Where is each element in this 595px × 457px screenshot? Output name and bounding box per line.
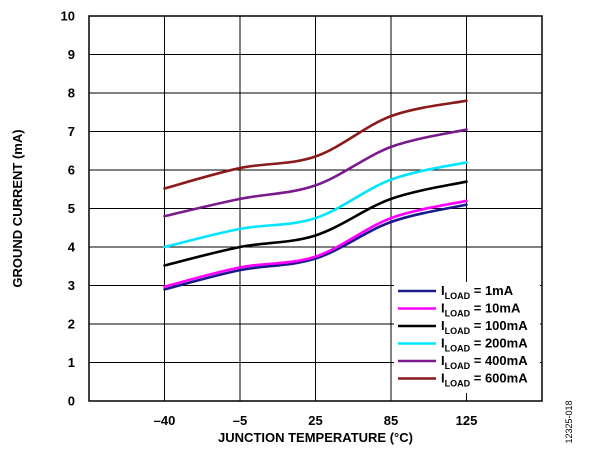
- x-tick-label: 125: [456, 413, 478, 428]
- legend-symbol: I: [441, 353, 445, 368]
- tick-labels: 0 1 2 3 4 5 6 7 8 9 10 –40 –5 25 85 125: [61, 9, 478, 429]
- series-line-4: [163, 128, 468, 218]
- figure-id: 12325-018: [564, 400, 574, 443]
- y-tick-label: 2: [68, 317, 75, 332]
- legend-symbol: I: [441, 336, 445, 351]
- legend-subscript: LOAD: [445, 309, 471, 319]
- legend-symbol: I: [441, 371, 445, 386]
- legend-entry-3: ILOAD = 200mA: [441, 336, 528, 354]
- x-tick-label: –5: [233, 413, 247, 428]
- legend-value: = 100mA: [470, 318, 528, 333]
- x-tick-label: 25: [308, 413, 322, 428]
- y-axis-title: GROUND CURRENT (mA): [10, 129, 25, 287]
- y-tick-label: 3: [68, 278, 75, 293]
- series-line-1: [163, 199, 468, 288]
- y-tick-label: 10: [61, 9, 75, 24]
- y-tick-label: 0: [68, 394, 75, 409]
- legend-entry-5: ILOAD = 600mA: [441, 371, 528, 389]
- series-line-3: [163, 161, 468, 249]
- legend-subscript: LOAD: [445, 361, 471, 371]
- series-line-5: [163, 99, 468, 190]
- legend-entry-1: ILOAD = 10mA: [441, 301, 521, 319]
- y-tick-label: 6: [68, 163, 75, 178]
- legend-value: = 10mA: [470, 301, 521, 316]
- y-tick-label: 7: [68, 124, 75, 139]
- legend-entry-0: ILOAD = 1mA: [441, 283, 514, 301]
- legend-background: [394, 282, 540, 393]
- legend-value: = 200mA: [470, 336, 528, 351]
- y-tick-label: 5: [68, 201, 75, 216]
- series-layer: [163, 99, 468, 291]
- legend-value: = 1mA: [470, 283, 514, 298]
- y-tick-label: 8: [68, 86, 75, 101]
- legend-entry-4: ILOAD = 400mA: [441, 353, 528, 371]
- legend-value: = 400mA: [470, 353, 528, 368]
- legend-subscript: LOAD: [445, 326, 471, 336]
- legend-value: = 600mA: [470, 371, 528, 386]
- legend-subscript: LOAD: [445, 379, 471, 389]
- legend-subscript: LOAD: [445, 291, 471, 301]
- legend-symbol: I: [441, 301, 445, 316]
- legend-entry-2: ILOAD = 100mA: [441, 318, 528, 336]
- x-axis-title: JUNCTION TEMPERATURE (°C): [218, 430, 413, 445]
- y-tick-label: 4: [68, 240, 76, 255]
- x-tick-label: 85: [384, 413, 398, 428]
- plot-frame: [88, 15, 543, 402]
- y-tick-label: 9: [68, 47, 75, 62]
- series-line-2: [163, 180, 468, 267]
- x-tick-label: –40: [154, 413, 176, 428]
- legend-symbol: I: [441, 283, 445, 298]
- legend-symbol: I: [441, 318, 445, 333]
- legend-subscript: LOAD: [445, 344, 471, 354]
- series-line-0: [163, 203, 468, 291]
- y-tick-label: 1: [68, 355, 75, 370]
